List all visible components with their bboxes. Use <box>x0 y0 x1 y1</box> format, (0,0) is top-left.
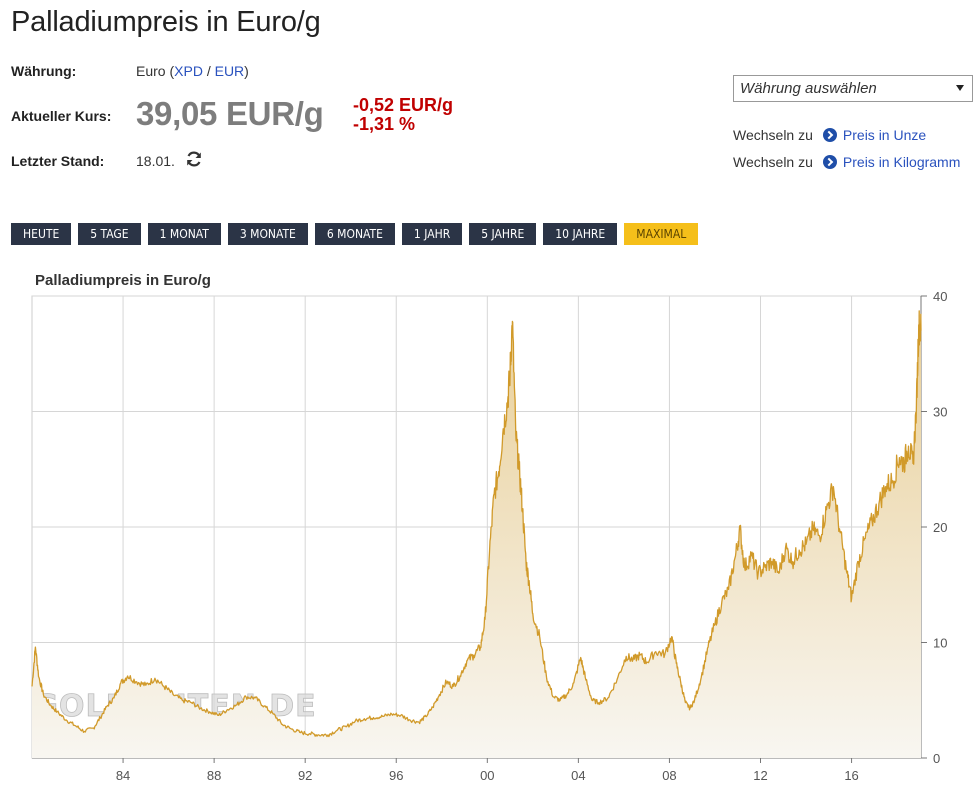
y-tick-label: 10 <box>933 636 947 651</box>
x-tick-label: 08 <box>662 768 676 783</box>
link-price-kilogram[interactable]: Preis in Kilogramm <box>842 154 961 170</box>
last-update-value: 18.01. <box>136 153 175 169</box>
arrow-circle-icon <box>822 128 837 142</box>
price-change-percent: -1,31 % <box>353 114 416 134</box>
arrow-circle-icon <box>822 155 837 169</box>
current-price-label: Aktueller Kurs: <box>11 108 112 124</box>
switch-prefix: Wechseln zu <box>733 127 813 143</box>
y-tick-label: 20 <box>933 520 947 535</box>
current-price: 39,05 EUR/g <box>136 95 324 132</box>
currency-text: Euro <box>136 63 166 79</box>
range-button-6-monate[interactable]: 6 MONATE <box>314 223 395 245</box>
range-button-5-jahre[interactable]: 5 JAHRE <box>469 223 537 245</box>
y-tick-label: 40 <box>933 289 947 304</box>
y-tick-label: 30 <box>933 405 947 420</box>
currency-value: Euro (XPD / EUR) <box>136 63 249 79</box>
currency-xpd-link[interactable]: XPD <box>174 63 203 79</box>
chart-title: Palladiumpreis in Euro/g <box>35 272 211 289</box>
switch-link-ounce: Wechseln zu Preis in Unze <box>733 127 926 143</box>
switch-link-kilogram: Wechseln zu Preis in Kilogramm <box>733 154 960 170</box>
range-button-3-monate[interactable]: 3 MONATE <box>227 223 308 245</box>
currency-paren-close: ) <box>244 63 249 79</box>
currency-eur-link[interactable]: EUR <box>214 63 245 79</box>
time-range-bar: HEUTE 5 TAGE 1 MONAT 3 MONATE 6 MONATE 1… <box>11 223 705 245</box>
chevron-down-icon <box>956 85 964 91</box>
y-tick-label: 0 <box>933 751 940 766</box>
range-button-10-jahre[interactable]: 10 JAHRE <box>543 223 618 245</box>
range-button-maximal[interactable]: MAXIMAL <box>624 223 699 245</box>
currency-select[interactable]: Währung auswählen <box>733 75 973 102</box>
price-line <box>31 310 922 738</box>
x-tick-label: 92 <box>298 768 312 783</box>
page-title: Palladiumpreis in Euro/g <box>11 6 321 38</box>
switch-prefix: Wechseln zu <box>733 154 813 170</box>
price-chart: 010203040848892960004081216GOLDSEITEN.DE… <box>31 289 947 783</box>
currency-label: Währung: <box>11 63 77 79</box>
currency-paren-open: ( <box>169 63 175 79</box>
range-button-5-tage[interactable]: 5 TAGE <box>78 223 141 245</box>
x-tick-label: 12 <box>753 768 767 783</box>
x-tick-label: 04 <box>571 768 585 783</box>
price-area <box>32 310 921 758</box>
x-tick-label: 84 <box>116 768 130 783</box>
link-price-ounce[interactable]: Preis in Unze <box>842 127 927 143</box>
currency-select-placeholder: Währung auswählen <box>740 80 877 97</box>
currency-separator: / <box>206 63 211 79</box>
x-tick-label: 00 <box>480 768 494 783</box>
price-change-absolute: -0,52 EUR/g <box>353 95 454 115</box>
x-tick-label: 16 <box>844 768 858 783</box>
refresh-icon[interactable] <box>185 150 203 168</box>
range-button-1-monat[interactable]: 1 MONAT <box>147 223 221 245</box>
x-tick-label: 88 <box>207 768 221 783</box>
last-update-label: Letzter Stand: <box>11 153 105 169</box>
x-tick-label: 96 <box>389 768 403 783</box>
range-button-heute[interactable]: HEUTE <box>11 223 72 245</box>
range-button-1-jahr[interactable]: 1 JAHR <box>401 223 463 245</box>
